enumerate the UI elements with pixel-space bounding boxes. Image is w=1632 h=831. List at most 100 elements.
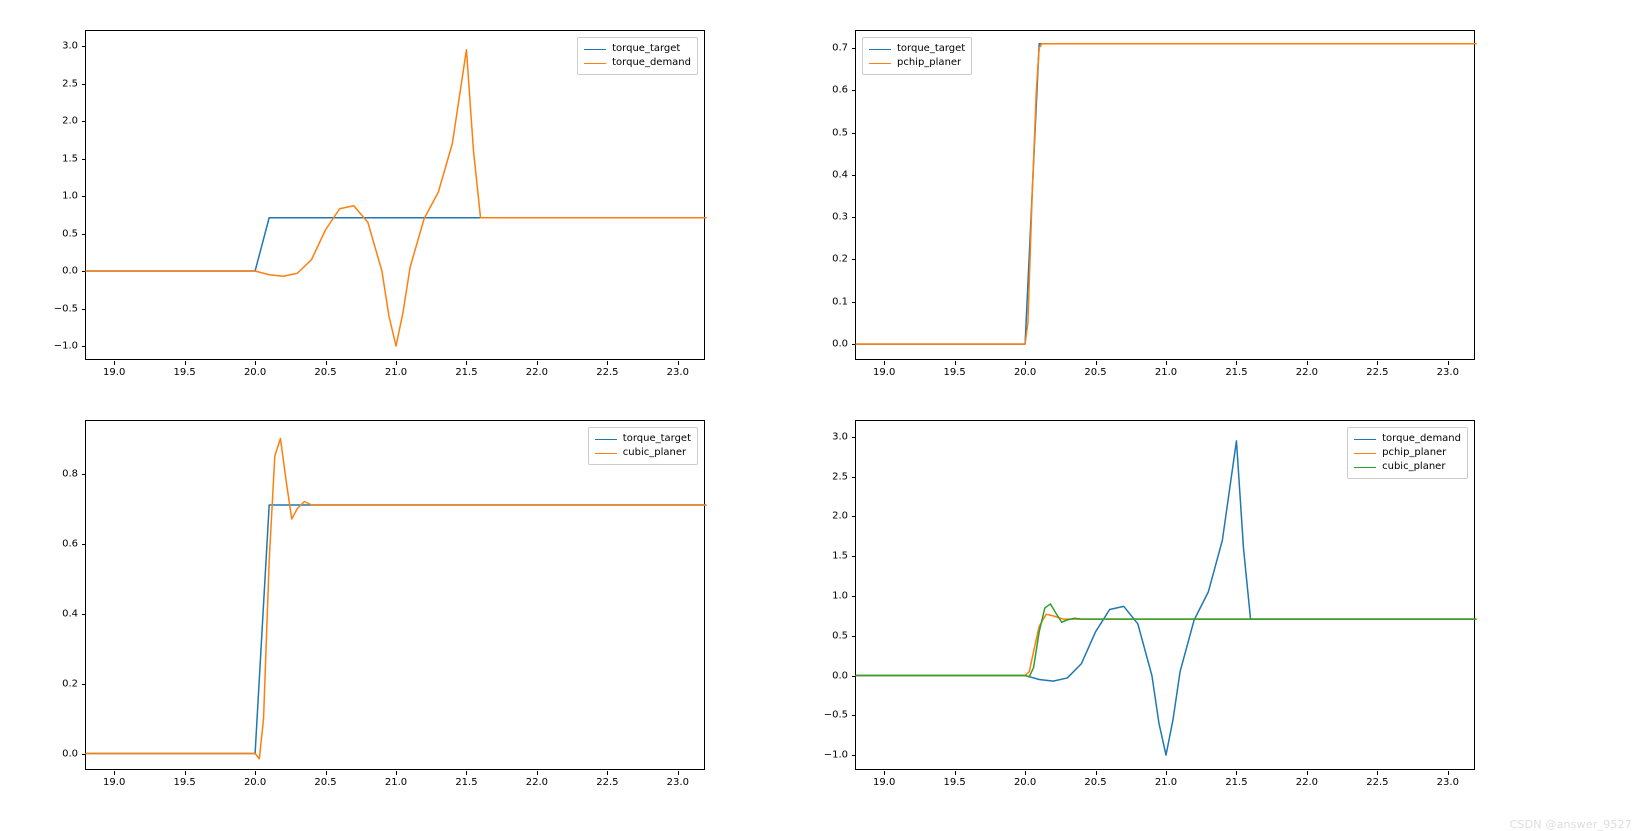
- y-tick-label: 0.6: [38, 538, 78, 549]
- x-tick: [537, 361, 538, 365]
- legend-label: pchip_planer: [1382, 446, 1446, 460]
- y-tick-label: 0.0: [38, 266, 78, 277]
- x-tick-label: 19.0: [873, 367, 895, 378]
- x-tick: [537, 771, 538, 775]
- y-tick-label: 3.0: [38, 41, 78, 52]
- y-tick: [852, 302, 856, 303]
- y-tick-label: 0.3: [808, 212, 848, 223]
- x-tick: [114, 361, 115, 365]
- x-tick-label: 22.5: [596, 777, 618, 788]
- legend-item: torque_target: [584, 42, 691, 56]
- x-tick: [396, 771, 397, 775]
- series-line: [856, 441, 1476, 755]
- y-tick-label: 0.0: [808, 670, 848, 681]
- y-tick: [82, 234, 86, 235]
- y-tick-label: 2.5: [808, 471, 848, 482]
- y-tick: [82, 346, 86, 347]
- y-tick: [852, 596, 856, 597]
- x-tick: [1307, 771, 1308, 775]
- x-tick-label: 22.5: [596, 367, 618, 378]
- y-tick: [852, 344, 856, 345]
- x-tick: [1166, 361, 1167, 365]
- legend-item: torque_demand: [1354, 432, 1461, 446]
- y-tick: [852, 556, 856, 557]
- y-tick: [82, 684, 86, 685]
- x-tick-label: 23.0: [1437, 777, 1459, 788]
- x-tick-label: 20.5: [1084, 777, 1106, 788]
- x-tick-label: 19.5: [173, 367, 195, 378]
- x-tick: [1377, 771, 1378, 775]
- legend-label: torque_demand: [1382, 432, 1461, 446]
- y-tick: [852, 259, 856, 260]
- legend-swatch: [1354, 467, 1376, 468]
- x-tick: [185, 361, 186, 365]
- chart-panel-p11: 19.019.520.020.521.021.522.022.523.0−1.0…: [855, 420, 1475, 770]
- x-tick-label: 22.0: [1296, 777, 1318, 788]
- plot-area: [86, 31, 706, 361]
- y-tick-label: 3.0: [808, 431, 848, 442]
- legend-label: cubic_planer: [623, 446, 686, 460]
- x-tick-label: 21.0: [385, 367, 407, 378]
- x-tick-label: 20.5: [1084, 367, 1106, 378]
- y-tick-label: 1.0: [808, 591, 848, 602]
- x-tick-label: 20.0: [1014, 367, 1036, 378]
- x-tick: [1096, 771, 1097, 775]
- x-tick: [1377, 361, 1378, 365]
- series-line: [856, 614, 1476, 675]
- y-tick: [82, 309, 86, 310]
- legend-swatch: [595, 439, 617, 440]
- x-tick: [466, 361, 467, 365]
- x-tick: [1236, 771, 1237, 775]
- watermark-text: CSDN @answer_9527: [1510, 818, 1632, 831]
- y-tick-label: −1.0: [38, 341, 78, 352]
- x-tick-label: 22.0: [526, 777, 548, 788]
- x-tick: [1025, 771, 1026, 775]
- legend-swatch: [1354, 453, 1376, 454]
- x-tick: [114, 771, 115, 775]
- y-tick-label: 1.5: [38, 153, 78, 164]
- x-tick: [255, 771, 256, 775]
- x-tick-label: 21.5: [455, 367, 477, 378]
- plot-area: [856, 31, 1476, 361]
- x-tick: [678, 361, 679, 365]
- x-tick-label: 19.0: [103, 367, 125, 378]
- x-tick-label: 19.5: [943, 367, 965, 378]
- legend-swatch: [869, 63, 891, 64]
- legend-swatch: [584, 49, 606, 50]
- y-tick: [852, 715, 856, 716]
- y-tick-label: 0.0: [808, 339, 848, 350]
- legend-item: torque_demand: [584, 56, 691, 70]
- x-tick: [326, 771, 327, 775]
- series-line: [856, 604, 1476, 677]
- legend-label: cubic_planer: [1382, 460, 1445, 474]
- x-tick: [185, 771, 186, 775]
- chart-panel-p10: 19.019.520.020.521.021.522.022.523.00.00…: [85, 420, 705, 770]
- y-tick-label: −0.5: [808, 710, 848, 721]
- legend-swatch: [595, 453, 617, 454]
- y-tick-label: 2.5: [38, 78, 78, 89]
- x-tick-label: 21.0: [1155, 367, 1177, 378]
- legend-item: cubic_planer: [1354, 460, 1461, 474]
- legend-swatch: [584, 63, 606, 64]
- x-tick: [1096, 361, 1097, 365]
- figure: CSDN @answer_9527 19.019.520.020.521.021…: [0, 0, 1632, 831]
- y-tick-label: 0.1: [808, 296, 848, 307]
- y-tick: [82, 46, 86, 47]
- series-line: [856, 44, 1476, 344]
- legend-label: torque_demand: [612, 56, 691, 70]
- x-tick: [326, 361, 327, 365]
- series-line: [86, 50, 706, 346]
- x-tick-label: 20.0: [244, 367, 266, 378]
- y-tick-label: 0.5: [808, 630, 848, 641]
- y-tick-label: 0.5: [808, 127, 848, 138]
- x-tick-label: 20.0: [1014, 777, 1036, 788]
- plot-area: [86, 421, 706, 771]
- x-tick-label: 21.0: [385, 777, 407, 788]
- x-tick: [1025, 361, 1026, 365]
- x-tick-label: 20.0: [244, 777, 266, 788]
- y-tick: [82, 84, 86, 85]
- y-tick-label: 0.0: [38, 748, 78, 759]
- legend-swatch: [869, 49, 891, 50]
- y-tick: [852, 437, 856, 438]
- x-tick: [607, 361, 608, 365]
